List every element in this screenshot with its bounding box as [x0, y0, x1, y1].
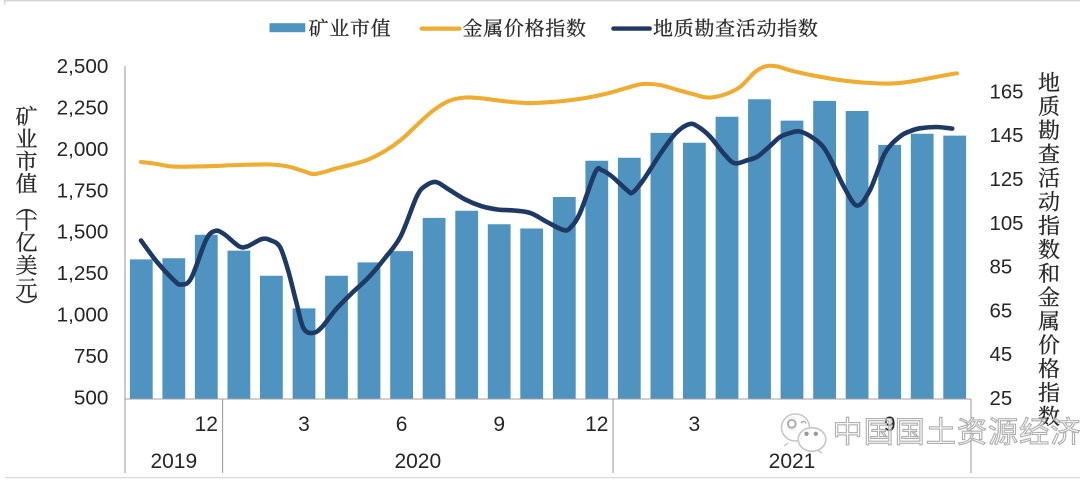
svg-text:1,500: 1,500 — [57, 221, 109, 244]
svg-text:65: 65 — [990, 300, 1013, 322]
svg-text:1,000: 1,000 — [57, 304, 109, 327]
svg-text:1,250: 1,250 — [57, 262, 109, 285]
svg-text:145: 145 — [990, 125, 1024, 147]
svg-text:165: 165 — [990, 81, 1024, 103]
svg-text:9: 9 — [493, 413, 505, 436]
svg-text:500: 500 — [74, 386, 109, 409]
svg-text:2,250: 2,250 — [57, 96, 109, 119]
svg-text:3: 3 — [298, 413, 310, 436]
svg-text:2019: 2019 — [150, 450, 197, 473]
svg-text:12: 12 — [585, 413, 608, 436]
svg-text:2020: 2020 — [394, 450, 441, 473]
svg-text:6: 6 — [396, 413, 408, 436]
svg-text:2021: 2021 — [769, 450, 816, 473]
svg-text:2,000: 2,000 — [57, 138, 109, 161]
svg-text:125: 125 — [990, 169, 1024, 191]
svg-text:2,500: 2,500 — [57, 55, 109, 78]
svg-text:12: 12 — [195, 413, 218, 436]
svg-text:105: 105 — [990, 213, 1024, 235]
svg-text:45: 45 — [990, 344, 1013, 366]
svg-text:1,750: 1,750 — [57, 179, 109, 202]
svg-text:25: 25 — [990, 388, 1013, 410]
svg-text:3: 3 — [689, 413, 701, 436]
svg-text:85: 85 — [990, 257, 1013, 279]
svg-text:750: 750 — [74, 345, 109, 368]
